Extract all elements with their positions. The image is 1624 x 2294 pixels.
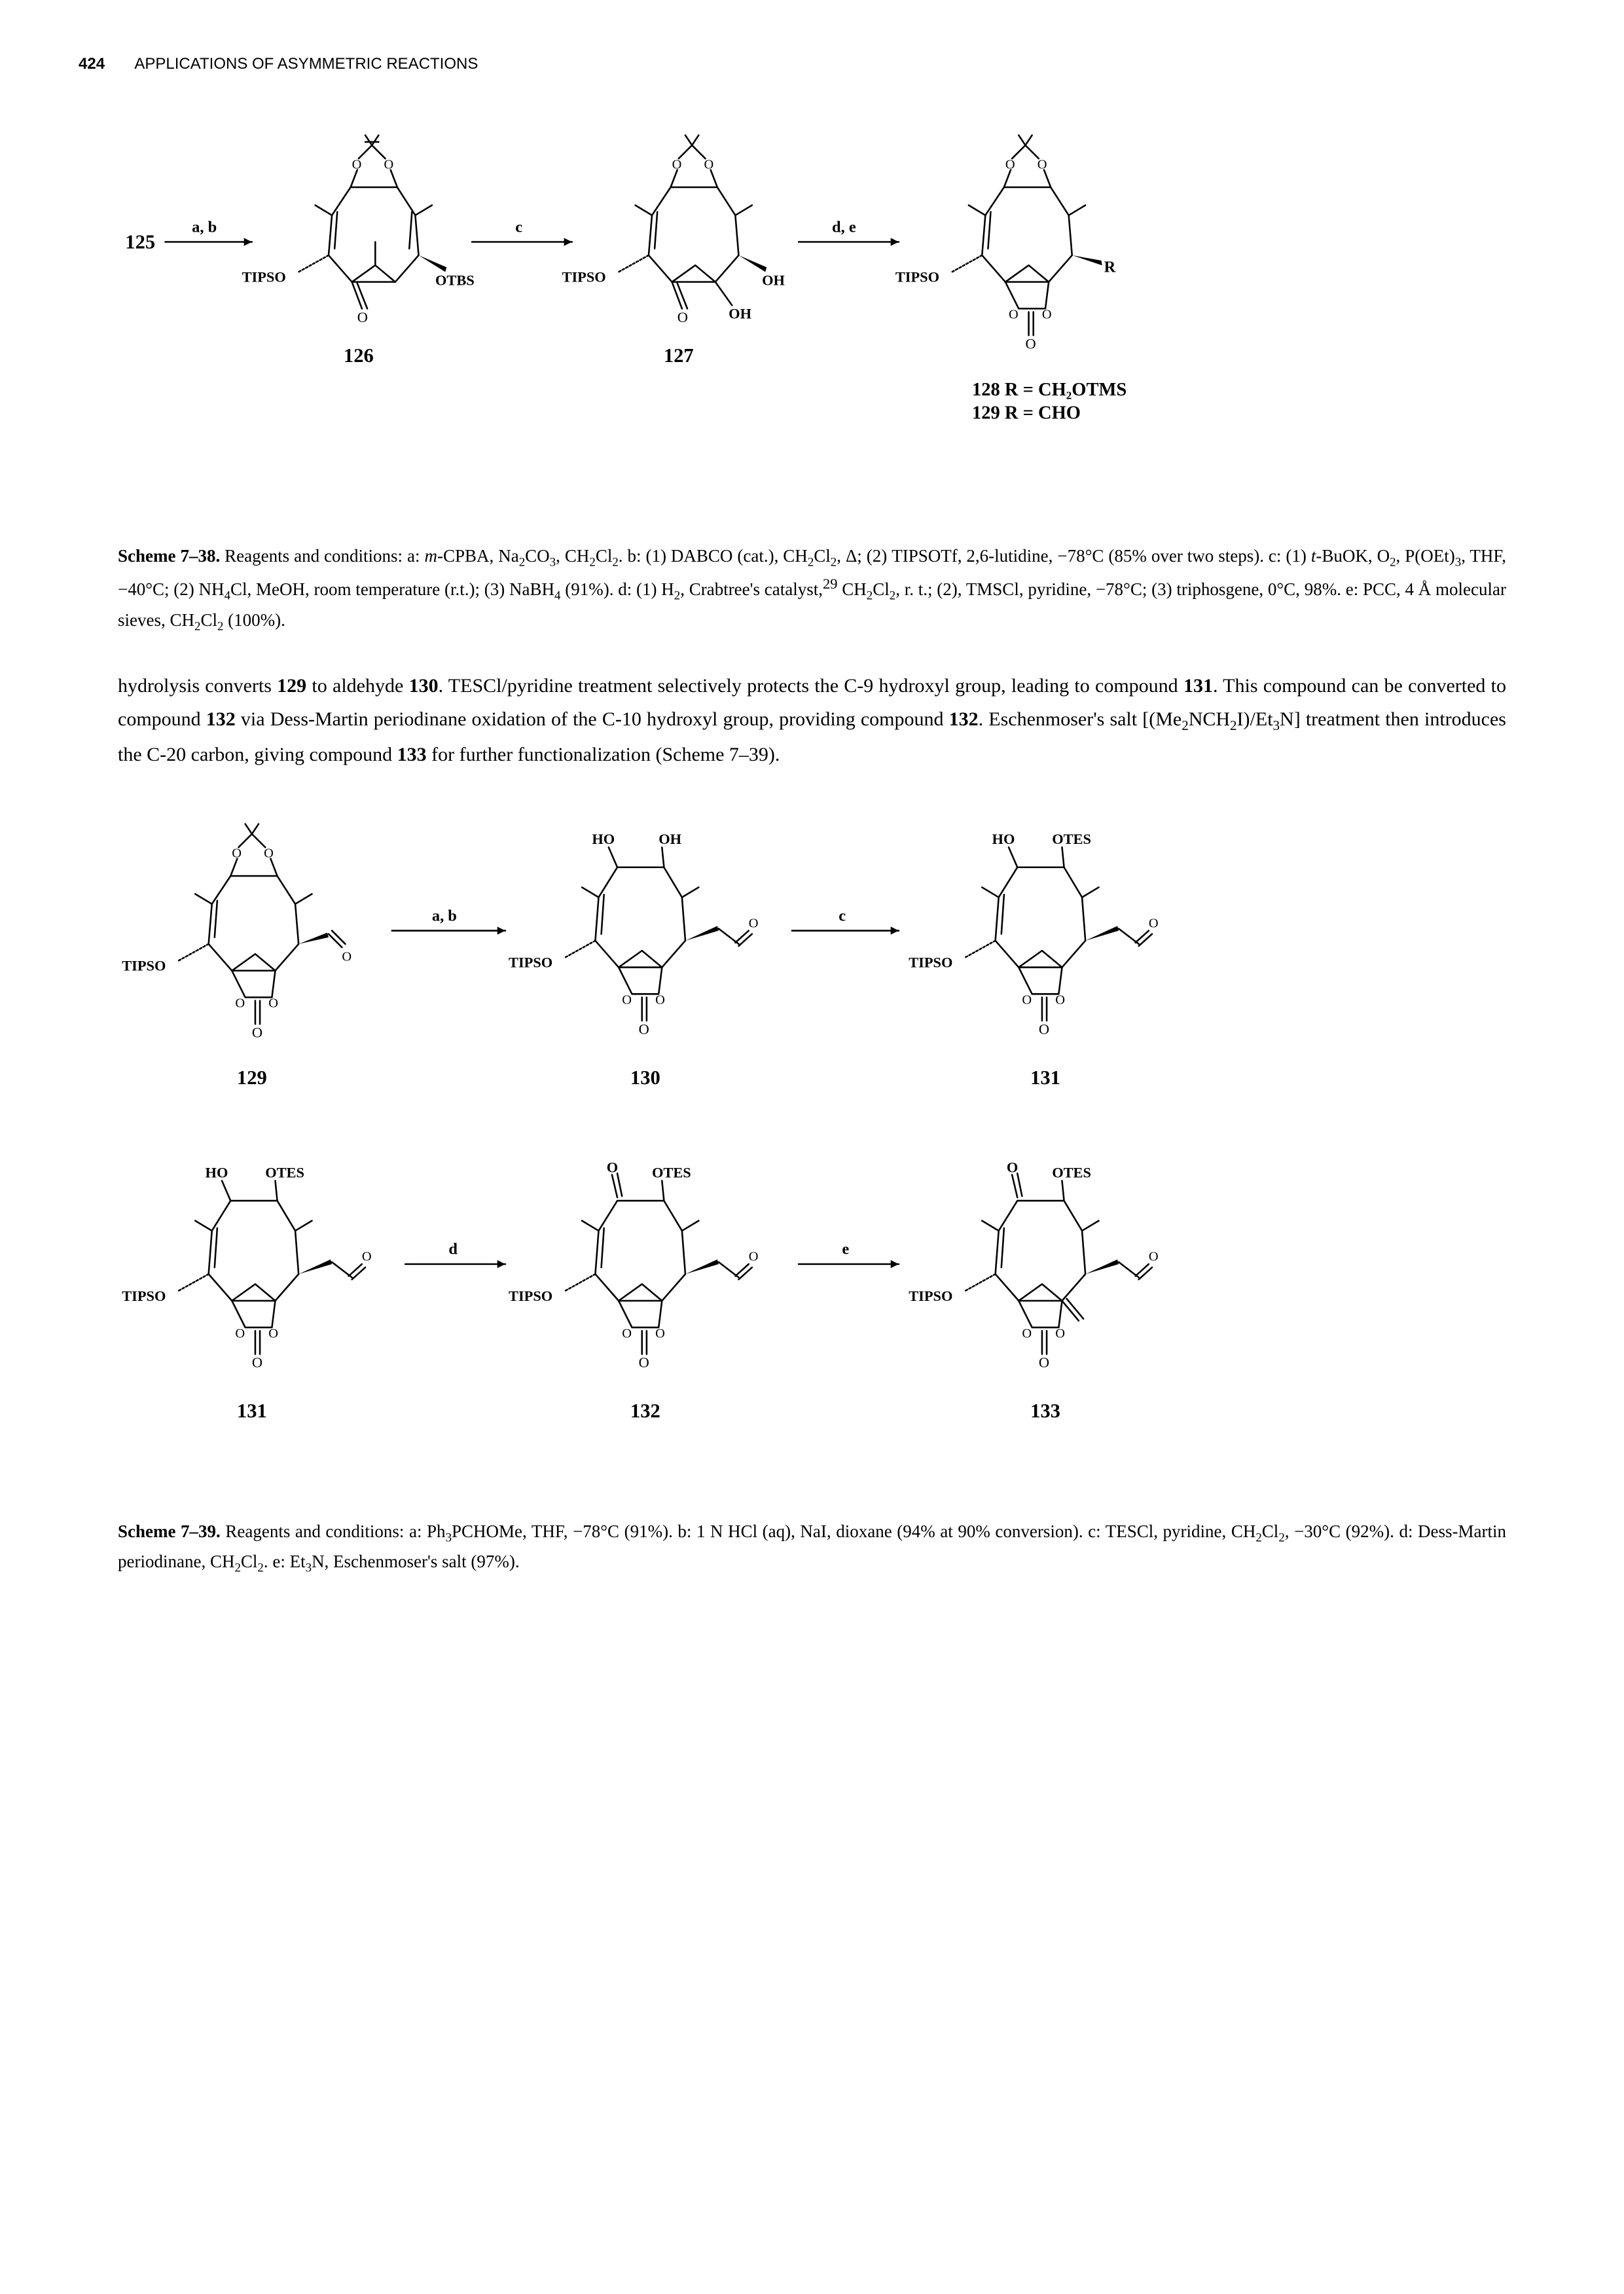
svg-text:TIPSO: TIPSO [122,958,166,974]
svg-text:OTES: OTES [1052,831,1091,847]
svg-text:O: O [1149,917,1159,931]
label-132: 132 [630,1400,660,1422]
svg-text:HO: HO [992,831,1015,847]
scheme-7-39-figure: O O TIPSO O O O O 129 a, b [79,804,1545,1504]
svg-text:R: R [1104,258,1116,276]
svg-text:TIPSO: TIPSO [509,955,552,971]
svg-text:O: O [607,1159,618,1175]
svg-text:O: O [357,309,368,325]
svg-text:HO: HO [592,831,615,847]
svg-text:OTBS: OTBS [435,272,475,289]
svg-text:TIPSO: TIPSO [509,1288,552,1304]
label-129b: 129 [237,1066,267,1089]
svg-text:O: O [749,1250,759,1264]
svg-text:OTES: OTES [265,1165,304,1181]
svg-text:O: O [622,993,632,1008]
running-header: 424 APPLICATIONS OF ASYMMETRIC REACTIONS [79,52,1545,76]
svg-text:HO: HO [206,1165,228,1181]
svg-text:O: O [704,157,713,172]
svg-text:O: O [1007,1159,1018,1175]
label-129: 129 R = CHO [972,403,1081,423]
running-head-text: APPLICATIONS OF ASYMMETRIC REACTIONS [134,55,478,73]
svg-text:TIPSO: TIPSO [242,269,286,285]
arrow-c-label-2: c [839,907,846,924]
svg-text:TIPSO: TIPSO [909,955,952,971]
svg-text:OH: OH [659,831,681,847]
svg-text:O: O [362,1250,372,1264]
svg-text:O: O [1039,1021,1049,1038]
svg-text:O: O [252,1355,262,1371]
svg-text:OTES: OTES [652,1165,691,1181]
svg-text:O: O [1039,1355,1049,1371]
svg-text:O: O [384,157,394,172]
svg-text:O: O [264,847,274,861]
label-131a: 131 [1030,1066,1060,1089]
arrow-de-label: d, e [832,218,856,236]
svg-text:O: O [268,1326,278,1341]
label-127: 127 [664,344,694,367]
body-paragraph: hydrolysis converts 129 to aldehyde 130.… [118,669,1506,771]
label-131b: 131 [237,1400,267,1422]
page-number: 424 [79,55,105,73]
scheme-7-38-caption: Scheme 7–38. Reagents and conditions: a:… [118,542,1506,637]
scheme-7-38-figure: 125 a, b O O TIPSO [79,115,1545,529]
arrow-d-label: d [448,1241,458,1258]
svg-text:O: O [622,1326,632,1341]
svg-text:O: O [1055,1326,1065,1341]
svg-text:O: O [1009,308,1019,322]
label-130: 130 [630,1066,660,1089]
svg-text:O: O [1022,1326,1032,1341]
svg-text:OH: OH [762,272,785,289]
svg-text:O: O [655,1326,665,1341]
svg-text:O: O [235,996,245,1011]
svg-text:OH: OH [729,306,751,322]
label-128: 128 R = CH₂OTMS [972,380,1127,400]
label-125: 125 [125,231,155,253]
arrow-ab-label: a, b [192,218,217,236]
arrow-c-label: c [515,218,522,236]
svg-text:O: O [1038,157,1047,172]
svg-text:O: O [639,1021,649,1038]
label-126: 126 [344,344,374,367]
svg-text:O: O [1025,336,1036,352]
svg-text:OTES: OTES [1052,1165,1091,1181]
svg-text:O: O [1055,993,1065,1008]
svg-text:O: O [677,309,688,325]
svg-text:TIPSO: TIPSO [562,269,606,285]
svg-text:O: O [235,1326,245,1341]
svg-text:O: O [252,1025,262,1041]
svg-text:TIPSO: TIPSO [122,1288,166,1304]
svg-text:O: O [639,1355,649,1371]
svg-text:O: O [268,996,278,1011]
svg-text:O: O [1042,308,1052,322]
label-133: 133 [1030,1400,1060,1422]
svg-text:O: O [1022,993,1032,1008]
arrow-e-label: e [842,1241,849,1258]
svg-text:O: O [342,950,352,964]
svg-text:TIPSO: TIPSO [895,269,939,285]
svg-text:O: O [749,917,759,931]
arrow-ab-label-2: a, b [432,907,457,924]
scheme-7-39-caption: Scheme 7–39. Reagents and conditions: a:… [118,1518,1506,1578]
svg-text:O: O [655,993,665,1008]
svg-text:O: O [1149,1250,1159,1264]
svg-text:TIPSO: TIPSO [909,1288,952,1304]
